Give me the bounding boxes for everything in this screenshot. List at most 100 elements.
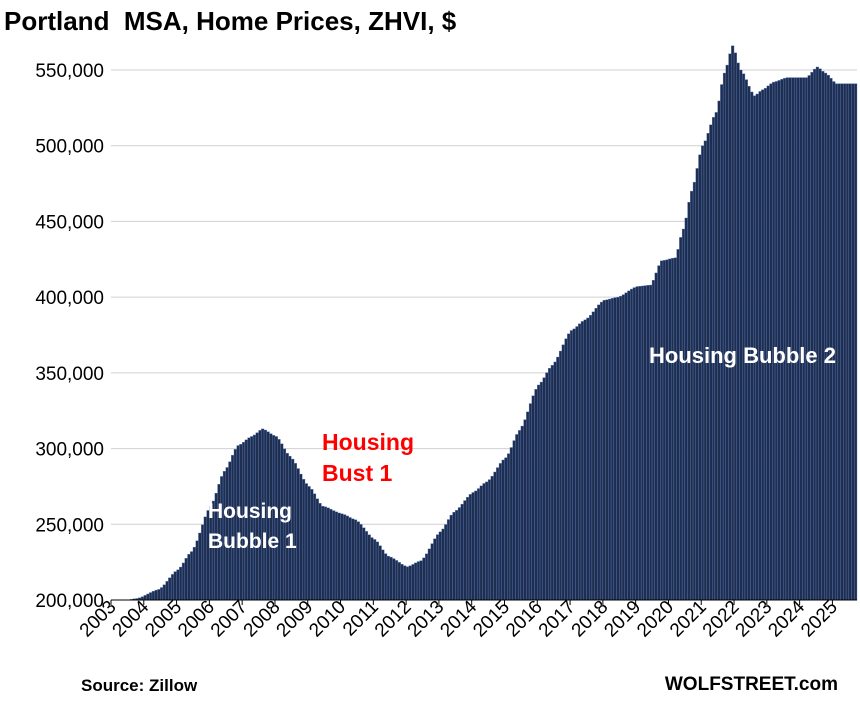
bar bbox=[630, 288, 634, 601]
bar bbox=[733, 52, 737, 601]
bar bbox=[231, 454, 235, 601]
bar bbox=[405, 566, 410, 601]
bar bbox=[329, 509, 333, 601]
bar bbox=[206, 510, 210, 601]
bar bbox=[457, 507, 461, 601]
bar bbox=[160, 587, 164, 601]
bar bbox=[646, 285, 650, 601]
bar bbox=[496, 467, 500, 601]
bar bbox=[422, 557, 426, 601]
bar bbox=[384, 553, 388, 601]
bar bbox=[657, 265, 661, 601]
bar bbox=[427, 548, 431, 601]
bar bbox=[824, 72, 828, 601]
x-tick-label: 2016 bbox=[502, 597, 547, 642]
bar bbox=[411, 564, 415, 601]
bar bbox=[619, 295, 623, 601]
bar bbox=[348, 517, 352, 601]
x-tick-label: 2012 bbox=[371, 597, 416, 642]
bar bbox=[184, 558, 188, 601]
bar bbox=[684, 217, 688, 601]
bar bbox=[419, 560, 423, 601]
bar bbox=[531, 395, 535, 601]
bar bbox=[493, 471, 497, 601]
bar bbox=[564, 338, 568, 601]
bar bbox=[649, 284, 653, 601]
bar bbox=[783, 78, 787, 601]
bar bbox=[416, 561, 420, 601]
bar bbox=[154, 589, 158, 601]
bars bbox=[127, 45, 858, 601]
bar bbox=[430, 543, 434, 601]
y-tick-label: 300,000 bbox=[35, 440, 104, 461]
bar bbox=[673, 257, 677, 601]
bar bbox=[487, 479, 492, 601]
bar bbox=[624, 292, 628, 601]
brand-label: WOLFSTREET.com bbox=[664, 674, 838, 695]
bar bbox=[468, 494, 472, 601]
bar bbox=[151, 591, 155, 601]
bar bbox=[804, 77, 808, 601]
bar bbox=[780, 79, 784, 601]
bar bbox=[608, 298, 612, 601]
bar bbox=[569, 330, 573, 601]
bar bbox=[181, 562, 185, 601]
bar bbox=[438, 531, 442, 601]
bar bbox=[176, 569, 180, 601]
bar bbox=[433, 538, 437, 601]
bar bbox=[517, 430, 522, 601]
bar bbox=[288, 455, 292, 601]
bar bbox=[613, 297, 617, 601]
bar bbox=[285, 453, 289, 601]
x-tick-label: 2018 bbox=[568, 597, 613, 642]
bar bbox=[515, 434, 519, 601]
bar bbox=[490, 475, 494, 601]
bar bbox=[660, 260, 664, 601]
bar bbox=[356, 521, 360, 601]
bar bbox=[580, 321, 584, 601]
bar bbox=[526, 411, 530, 601]
bar bbox=[545, 372, 549, 601]
bar bbox=[632, 287, 636, 601]
y-axis: 200,000 250,000 300,000 350,000 400,000 450,0… bbox=[35, 61, 104, 612]
bar bbox=[351, 518, 355, 601]
bar bbox=[512, 440, 516, 601]
bar bbox=[837, 83, 841, 601]
y-tick-label: 500,000 bbox=[35, 137, 104, 158]
bar bbox=[187, 554, 191, 601]
bar bbox=[668, 258, 672, 601]
bar bbox=[446, 519, 451, 601]
bar bbox=[537, 384, 541, 601]
bar bbox=[313, 493, 317, 601]
bar bbox=[299, 473, 303, 601]
bar bbox=[848, 83, 852, 601]
bar bbox=[550, 365, 554, 601]
bar bbox=[476, 488, 481, 601]
bar bbox=[340, 513, 344, 601]
bar bbox=[441, 528, 445, 601]
bar bbox=[774, 81, 778, 601]
x-tick-label: 2015 bbox=[469, 597, 514, 642]
bar bbox=[594, 308, 598, 601]
bar bbox=[572, 328, 576, 601]
bar bbox=[640, 285, 645, 601]
bar bbox=[143, 595, 147, 601]
bar bbox=[397, 562, 401, 601]
x-tick-label: 2009 bbox=[273, 597, 318, 642]
bar bbox=[829, 78, 833, 601]
bar bbox=[501, 459, 505, 601]
x-tick-label: 2013 bbox=[404, 597, 449, 642]
annotation-label: Bubble 1 bbox=[208, 530, 297, 553]
bar bbox=[201, 524, 205, 601]
bar bbox=[599, 301, 604, 601]
bar bbox=[813, 68, 817, 601]
x-tick-label: 2023 bbox=[732, 597, 777, 642]
bar bbox=[772, 81, 776, 601]
bar bbox=[692, 181, 696, 601]
bar bbox=[785, 77, 789, 601]
bar bbox=[777, 80, 781, 601]
bar bbox=[662, 260, 666, 601]
bar bbox=[736, 62, 740, 601]
bar bbox=[534, 389, 538, 601]
bar bbox=[731, 45, 735, 601]
